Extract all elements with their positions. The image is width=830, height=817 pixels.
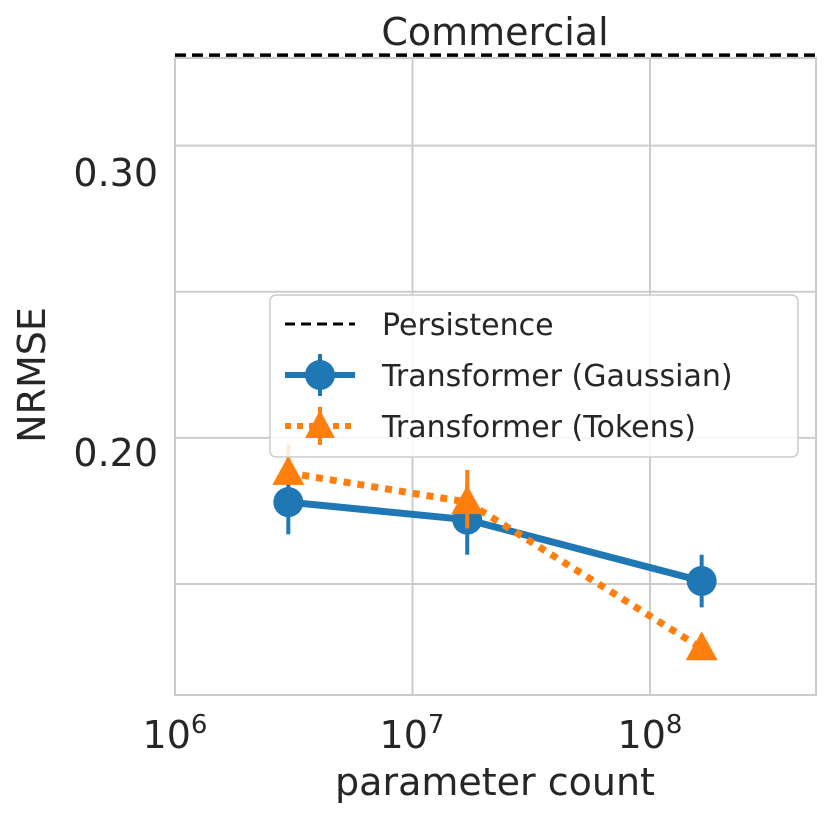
- x-tick-label-1e6: 106: [143, 710, 208, 757]
- y-axis-label: NRMSE: [10, 307, 54, 443]
- chart-title: Commercial: [381, 10, 608, 54]
- data-point-tokens-2: [685, 631, 718, 661]
- series-line-0: [287, 498, 703, 585]
- data-point-tokens-1: [451, 485, 484, 515]
- legend-gaussian-label: Transformer (Gaussian): [381, 359, 733, 394]
- legend-persistence-label: Persistence: [382, 308, 554, 343]
- y-tick-label-020: 0.20: [73, 431, 158, 475]
- plot-frame: [174, 57, 817, 696]
- data-point-tokens-0: [272, 455, 305, 485]
- legend-tokens-marker: [305, 410, 335, 438]
- legend-box: [269, 294, 799, 458]
- legend-gaussian-marker: [305, 360, 335, 390]
- data-point-gaussian-0: [273, 487, 304, 518]
- series-layer: [272, 443, 718, 661]
- series-line-1: [287, 469, 704, 652]
- x-axis-label: parameter count: [335, 760, 655, 804]
- data-point-gaussian-2: [686, 566, 717, 597]
- x-tick-label-1e7: 107: [380, 710, 445, 757]
- legend-tokens-label: Transformer (Tokens): [381, 410, 696, 445]
- y-tick-label-030: 0.30: [73, 151, 158, 195]
- legend: Persistence Transformer (Gaussian) Trans…: [269, 294, 799, 458]
- x-tick-label-1e8: 108: [618, 710, 683, 757]
